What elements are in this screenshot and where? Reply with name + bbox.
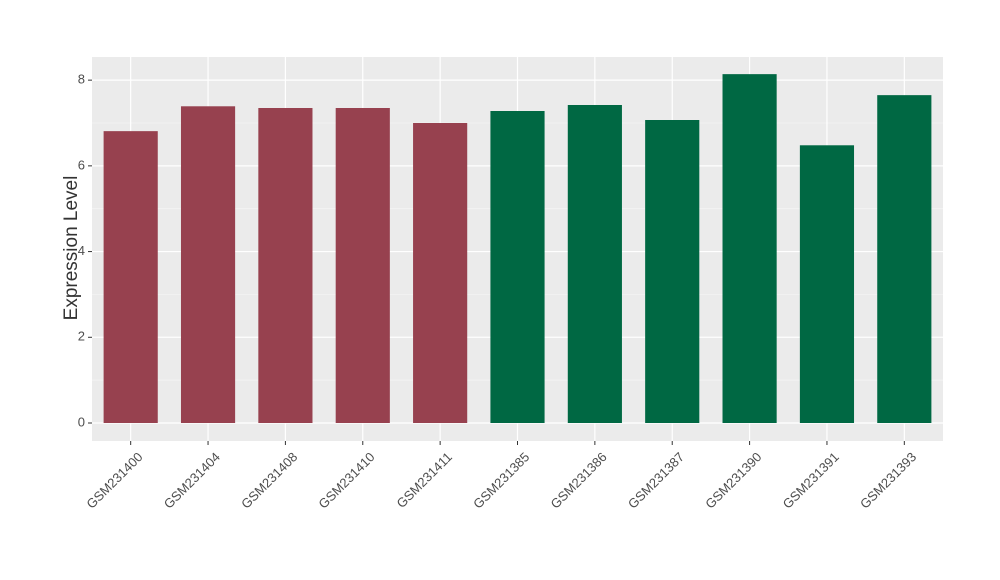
x-tick-label: GSM231387 — [625, 449, 687, 511]
y-tick-label: 4 — [78, 243, 85, 258]
bar — [490, 111, 545, 423]
x-tick-label: GSM231408 — [238, 449, 300, 511]
x-tick-label: GSM231411 — [394, 449, 456, 511]
x-tick-label: GSM231393 — [857, 449, 919, 511]
x-tick-label: GSM231404 — [161, 449, 223, 511]
bar — [799, 145, 855, 424]
bar — [103, 131, 158, 423]
y-axis-title: Expression Level — [61, 176, 82, 321]
bar — [180, 106, 236, 424]
bar — [567, 105, 622, 423]
bar — [413, 123, 468, 423]
x-tick-label: GSM231385 — [470, 449, 532, 511]
bar — [258, 108, 313, 423]
y-tick-label: 2 — [78, 329, 85, 344]
bar — [722, 74, 777, 424]
x-tick-label: GSM231390 — [702, 449, 764, 511]
bar — [645, 120, 700, 423]
y-tick-label: 8 — [78, 72, 85, 87]
bar — [335, 108, 390, 423]
x-tick-label: GSM231391 — [780, 449, 842, 511]
x-tick-label: GSM231400 — [83, 449, 145, 511]
bar — [877, 95, 932, 424]
x-tick-label: GSM231386 — [548, 449, 610, 511]
x-tick-label: GSM231410 — [315, 449, 377, 511]
y-tick-label: 6 — [78, 157, 85, 172]
y-tick-label: 0 — [78, 414, 85, 429]
